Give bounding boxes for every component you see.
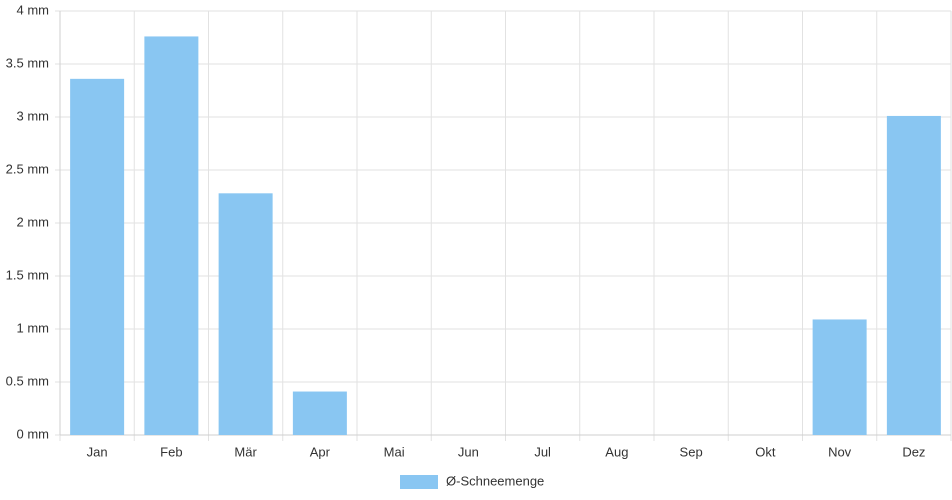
x-tick-label: Jun <box>458 444 479 459</box>
bar <box>886 115 941 435</box>
y-tick-label: 0.5 mm <box>6 373 49 388</box>
x-tick-label: Jul <box>534 444 551 459</box>
y-tick-label: 3 mm <box>17 108 50 123</box>
legend-label: Ø-Schneemenge <box>446 473 544 488</box>
bar <box>144 36 199 435</box>
y-tick-label: 2 mm <box>17 214 50 229</box>
y-tick-label: 0 mm <box>17 426 50 441</box>
x-tick-label: Jan <box>87 444 108 459</box>
x-tick-label: Okt <box>755 444 776 459</box>
bar <box>70 78 125 435</box>
x-tick-label: Mär <box>234 444 257 459</box>
x-tick-label: Feb <box>160 444 182 459</box>
x-tick-label: Aug <box>605 444 628 459</box>
y-tick-label: 2.5 mm <box>6 161 49 176</box>
y-tick-label: 3.5 mm <box>6 55 49 70</box>
legend-swatch <box>400 475 438 489</box>
y-tick-label: 4 mm <box>17 2 50 17</box>
x-tick-label: Apr <box>310 444 331 459</box>
x-tick-label: Dez <box>902 444 925 459</box>
x-tick-label: Sep <box>680 444 703 459</box>
x-tick-label: Mai <box>384 444 405 459</box>
y-tick-label: 1.5 mm <box>6 267 49 282</box>
y-tick-label: 1 mm <box>17 320 50 335</box>
bar <box>812 319 867 435</box>
bar <box>292 391 347 435</box>
bar <box>218 193 273 435</box>
x-tick-label: Nov <box>828 444 852 459</box>
